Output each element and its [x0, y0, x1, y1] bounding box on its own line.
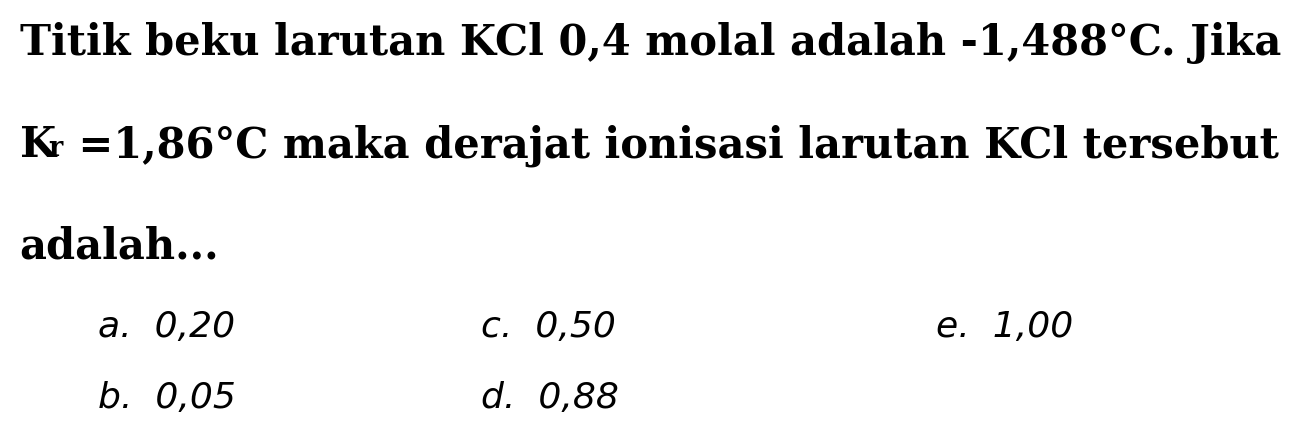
Text: =1,86°C maka derajat ionisasi larutan KCl tersebut: =1,86°C maka derajat ionisasi larutan KC… — [64, 124, 1279, 167]
Text: a.  0,20: a. 0,20 — [98, 310, 234, 344]
Text: e.  1,00: e. 1,00 — [936, 310, 1074, 344]
Text: K: K — [20, 124, 56, 166]
Text: r: r — [48, 135, 62, 162]
Text: d.  0,88: d. 0,88 — [481, 381, 619, 415]
Text: c.  0,50: c. 0,50 — [481, 310, 616, 344]
Text: adalah...: adalah... — [20, 226, 220, 268]
Text: Titik beku larutan KCl 0,4 molal adalah -1,488°C. Jika: Titik beku larutan KCl 0,4 molal adalah … — [20, 22, 1280, 64]
Text: b.  0,05: b. 0,05 — [98, 381, 235, 415]
